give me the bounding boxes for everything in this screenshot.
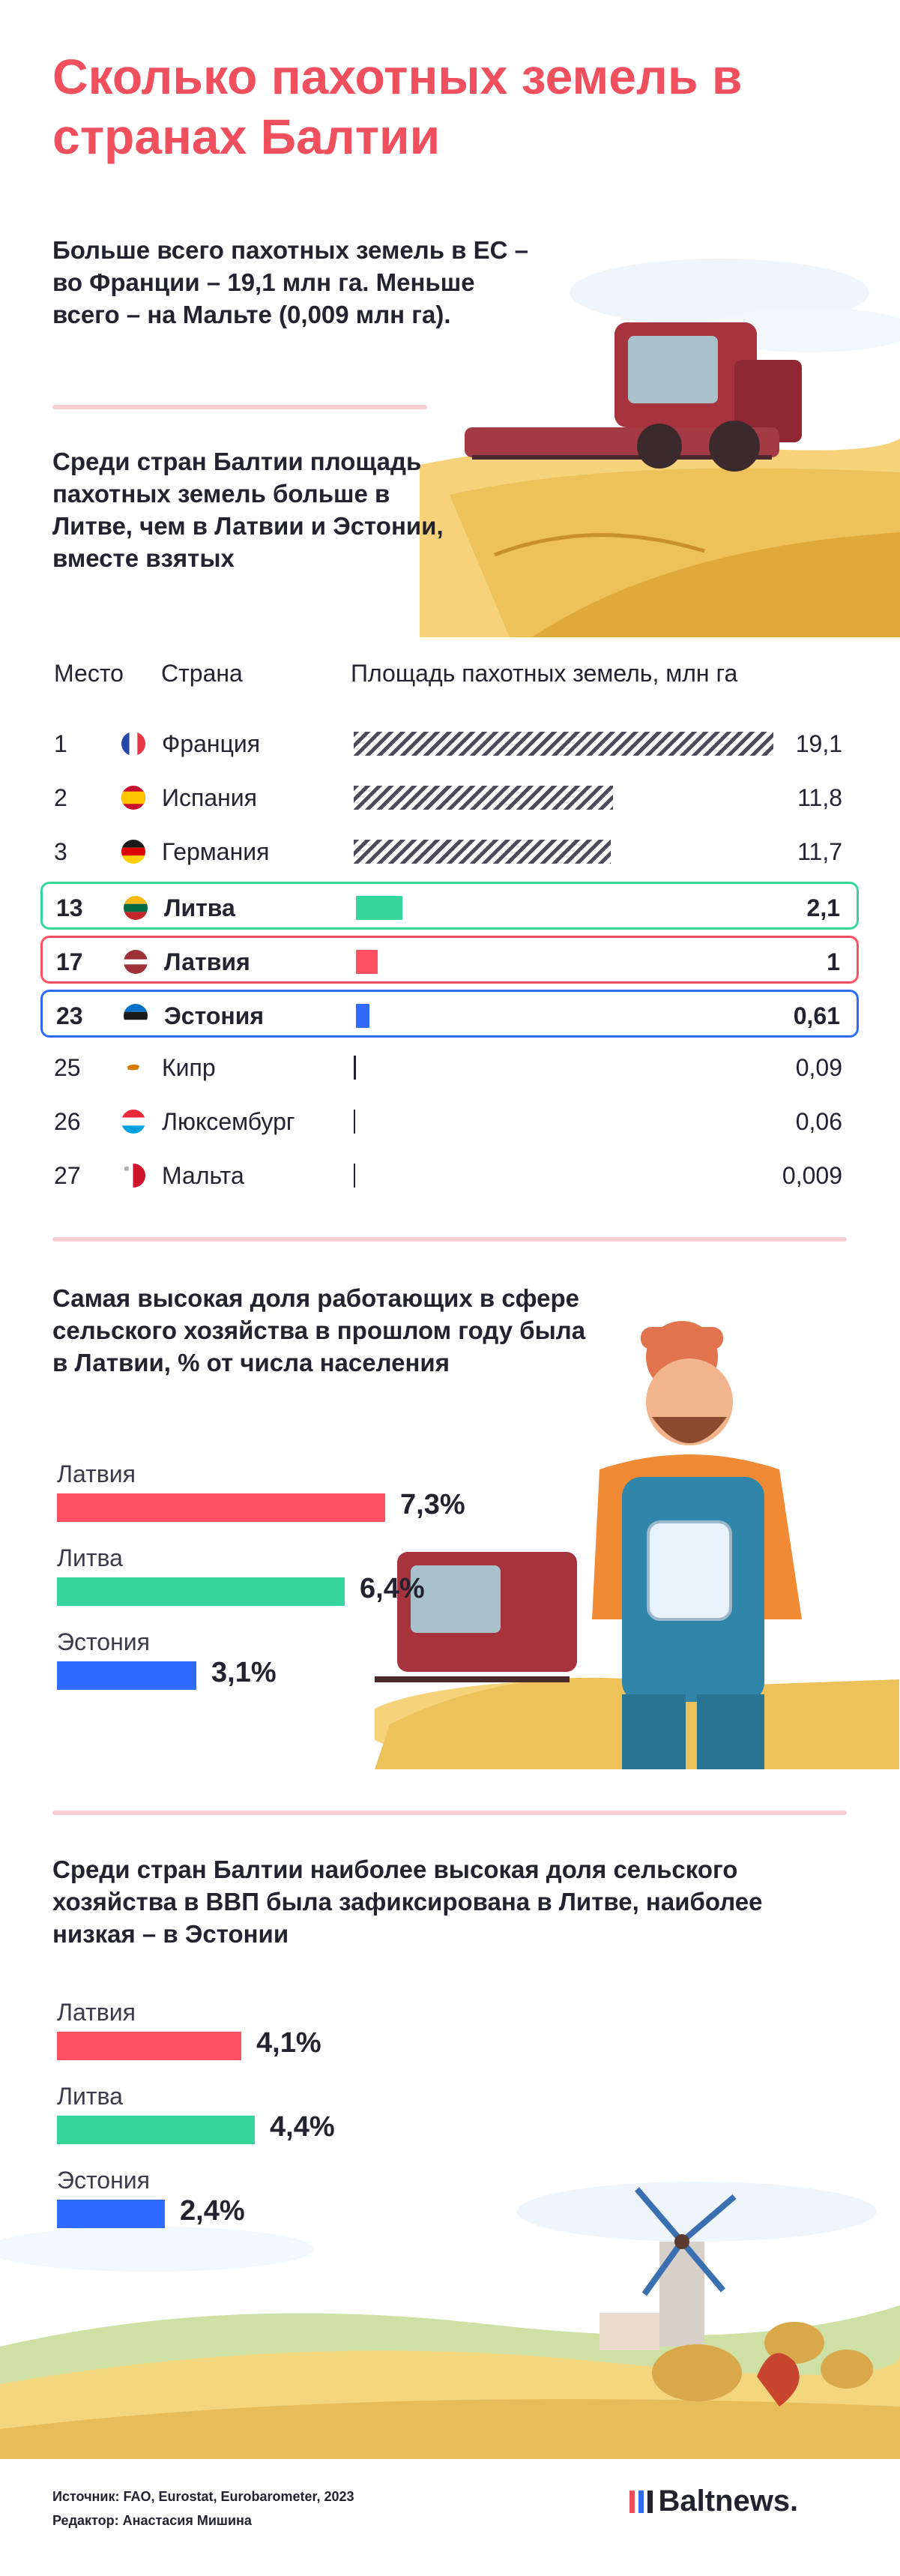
farmer-illustration bbox=[375, 1321, 899, 1769]
source-note: Источник: FAO, Eurostat, Eurobarometer, … bbox=[52, 2489, 354, 2504]
value-label: 0,61 bbox=[793, 1002, 840, 1029]
country-label: Мальта bbox=[162, 1162, 244, 1189]
bar bbox=[354, 1110, 355, 1134]
category-label: Латвия bbox=[57, 1999, 136, 2026]
harvester-illustration bbox=[420, 259, 900, 637]
table-row: 3 Германия 11,7 bbox=[40, 828, 859, 876]
value-label: 11,8 bbox=[797, 784, 842, 811]
divider bbox=[52, 1811, 847, 1815]
rank-label: 26 bbox=[54, 1108, 81, 1135]
bar bbox=[57, 1661, 196, 1690]
bar bbox=[356, 1004, 369, 1028]
table-row: 23 Эстония 0,61 bbox=[40, 990, 859, 1038]
header-rank: Место bbox=[54, 660, 124, 687]
logo-bars-icon bbox=[629, 2489, 655, 2515]
header-country: Страна bbox=[161, 660, 243, 687]
bar bbox=[356, 896, 402, 920]
countryside-illustration bbox=[0, 2182, 900, 2459]
country-label: Литва bbox=[164, 894, 235, 921]
category-label: Литва bbox=[57, 1544, 123, 1571]
section3-title: Среди стран Балтии наиболее высокая доля… bbox=[52, 1856, 763, 1948]
rank-label: 3 bbox=[54, 838, 67, 865]
flag-latvia-icon bbox=[124, 950, 148, 974]
value-label: 3,1% bbox=[211, 1657, 277, 1688]
flag-germany-icon bbox=[121, 840, 145, 864]
rank-label: 1 bbox=[54, 730, 67, 757]
flag-lithuania-icon bbox=[124, 896, 148, 920]
bar bbox=[354, 1056, 356, 1080]
editor-note: Редактор: Анастасия Мишина bbox=[52, 2513, 252, 2528]
table-row: 13 Литва 2,1 bbox=[40, 882, 859, 930]
divider bbox=[52, 405, 427, 409]
section1-subtitle: Среди стран Балтии площадь пахотных земе… bbox=[52, 448, 444, 572]
flag-france-icon bbox=[121, 732, 145, 756]
bar bbox=[57, 1577, 345, 1606]
value-label: 2,4% bbox=[180, 2195, 245, 2227]
table-row: 17 Латвия 1 bbox=[40, 936, 859, 984]
category-label: Литва bbox=[57, 2083, 123, 2110]
header-area: Площадь пахотных земель, млн га bbox=[351, 660, 738, 687]
value-label: 1 bbox=[827, 948, 840, 975]
value-label: 4,1% bbox=[256, 2027, 321, 2059]
category-label: Эстония bbox=[57, 1628, 150, 1655]
country-label: Кипр bbox=[162, 1054, 216, 1081]
flag-malta-icon bbox=[121, 1164, 145, 1188]
category-label: Эстония bbox=[57, 2167, 150, 2194]
divider bbox=[52, 1237, 847, 1242]
rank-label: 27 bbox=[54, 1162, 81, 1189]
section2-title: Самая высокая доля работающих в сфере се… bbox=[52, 1284, 586, 1376]
brand-logo: Baltnews. bbox=[629, 2485, 798, 2522]
value-label: 4,4% bbox=[270, 2111, 335, 2143]
bar bbox=[354, 732, 773, 756]
table-row: 26 Люксембург 0,06 bbox=[40, 1098, 859, 1146]
table-row: 25 Кипр 0,09 bbox=[40, 1044, 859, 1092]
country-label: Эстония bbox=[164, 1002, 265, 1029]
bar bbox=[354, 786, 613, 810]
country-label: Латвия bbox=[164, 948, 250, 975]
flag-cyprus-icon bbox=[121, 1056, 145, 1080]
country-label: Германия bbox=[162, 838, 270, 865]
value-label: 7,3% bbox=[400, 1489, 465, 1520]
bar bbox=[57, 1493, 385, 1522]
bar bbox=[57, 2200, 165, 2228]
intro-text: Больше всего пахотных земель в ЕС – во Ф… bbox=[52, 236, 528, 328]
country-label: Франция bbox=[162, 730, 261, 757]
country-label: Испания bbox=[162, 784, 257, 811]
table-row: 2 Испания 11,8 bbox=[40, 774, 859, 822]
page-title: Сколько пахотных земель в странах Балтии bbox=[52, 49, 743, 164]
rank-label: 25 bbox=[54, 1054, 81, 1081]
value-label: 2,1 bbox=[806, 894, 840, 921]
rank-label: 2 bbox=[54, 784, 67, 811]
flag-estonia-icon bbox=[124, 1004, 148, 1028]
table-row: 27 Мальта 0,009 bbox=[40, 1152, 859, 1200]
bar bbox=[354, 1164, 355, 1188]
rank-label: 17 bbox=[56, 948, 83, 975]
bar bbox=[354, 840, 611, 864]
bar bbox=[57, 2032, 241, 2060]
value-label: 19,1 bbox=[795, 730, 842, 757]
flag-luxembourg-icon bbox=[121, 1110, 145, 1134]
value-label: 0,009 bbox=[782, 1162, 842, 1189]
bar bbox=[57, 2116, 255, 2144]
category-label: Латвия bbox=[57, 1460, 136, 1487]
rank-label: 23 bbox=[56, 1002, 83, 1029]
table-row: 1 Франция 19,1 bbox=[40, 720, 859, 768]
flag-spain-icon bbox=[121, 786, 145, 810]
value-label: 0,06 bbox=[795, 1108, 842, 1135]
value-label: 11,7 bbox=[797, 838, 842, 865]
bar bbox=[356, 950, 378, 974]
value-label: 0,09 bbox=[795, 1054, 842, 1081]
brand-name: Baltnews. bbox=[658, 2485, 799, 2518]
rank-label: 13 bbox=[56, 894, 83, 921]
country-label: Люксембург bbox=[162, 1108, 295, 1135]
value-label: 6,4% bbox=[360, 1573, 425, 1604]
